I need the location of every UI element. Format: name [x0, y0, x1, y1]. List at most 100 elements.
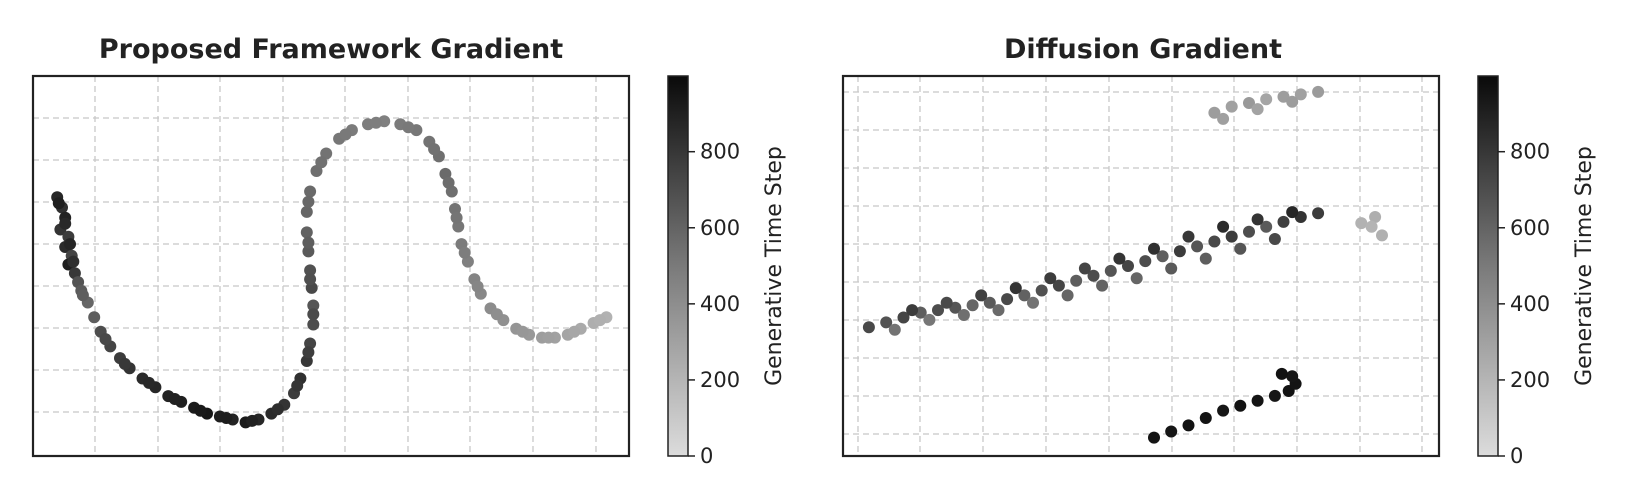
scatter-point	[428, 143, 441, 156]
scatter-point	[220, 412, 233, 424]
scatter-point	[1052, 279, 1065, 292]
scatter-point	[1355, 217, 1368, 230]
scatter-point	[594, 314, 606, 327]
scatter-point	[1078, 262, 1091, 275]
scatter-point	[304, 273, 317, 286]
scatter-point	[880, 316, 893, 329]
scatter-point	[64, 238, 76, 251]
scatter-point	[1113, 252, 1126, 265]
scatter-point	[402, 121, 415, 134]
scatter-point	[1243, 97, 1255, 109]
scatter-point	[1225, 230, 1238, 243]
scatter-point	[1376, 229, 1388, 242]
colorbar-left: 0 200 400 600 800 Generative Time Step	[667, 75, 787, 468]
scatter-point	[302, 245, 315, 258]
colorbar-label-right: Generative Time Step	[1572, 146, 1597, 386]
scatter-point	[1087, 269, 1100, 282]
colorbar-ticks-left: 0 200 400 600 800	[688, 140, 740, 468]
colorbar-tick-label: 0	[1510, 444, 1523, 468]
scatter-point	[1173, 245, 1186, 258]
scatter-point	[168, 393, 181, 405]
scatter-point	[302, 195, 315, 208]
scatter-point	[1208, 106, 1221, 119]
scatter-point	[291, 379, 304, 392]
scatter-point	[1234, 399, 1247, 412]
scatter-point	[471, 280, 484, 293]
scatter-point	[1208, 235, 1221, 248]
colorbar-tick-label: 600	[700, 216, 740, 240]
scatter-point	[1199, 252, 1212, 265]
scatter-point	[1268, 389, 1281, 402]
scatter-point	[966, 299, 979, 312]
scatter-point	[1156, 250, 1169, 263]
scatter-point	[1251, 213, 1264, 226]
colorbar-gradient-left	[667, 75, 689, 457]
scatter-point	[1268, 233, 1281, 245]
scatter-point	[1277, 215, 1290, 228]
scatter-point	[1217, 220, 1230, 233]
scatter-point	[1070, 274, 1083, 287]
scatter-point	[1009, 282, 1022, 295]
scatter-point	[1312, 85, 1325, 98]
scatter-point	[1217, 404, 1230, 417]
scatter-points-left	[51, 115, 613, 429]
scatter-point	[1165, 262, 1178, 275]
scatter-point	[76, 289, 89, 302]
scatter-point	[1286, 95, 1299, 108]
scatter-point	[1182, 230, 1195, 243]
scatter-point	[862, 321, 875, 334]
scatter-point	[450, 211, 463, 224]
scatter-point	[1369, 211, 1382, 223]
colorbar-tick-label: 600	[1510, 216, 1550, 240]
scatter-point	[932, 304, 944, 317]
scatter-point	[1260, 93, 1273, 106]
scatter-point	[1277, 90, 1290, 103]
scatter-point	[1251, 394, 1264, 407]
scatter-point	[1275, 367, 1288, 380]
colorbar-tick-label: 400	[700, 292, 740, 316]
colorbar-tick-label: 800	[700, 140, 740, 164]
scatter-point	[1001, 293, 1014, 306]
scatter-point	[1260, 220, 1273, 233]
scatter-point	[1096, 279, 1109, 292]
scatter-point	[1217, 112, 1230, 125]
scatter-point	[143, 376, 155, 389]
scatter-point	[1027, 296, 1039, 309]
scatter-point	[1104, 264, 1117, 277]
scatter-point	[1122, 260, 1134, 272]
colorbar-right: 0 200 400 600 800 Generative Time Step	[1477, 75, 1597, 468]
scatter-point	[370, 116, 383, 129]
plot-frame-right	[841, 74, 1441, 458]
scatter-point	[888, 323, 901, 336]
scatter-point	[1251, 103, 1264, 116]
panel-right: Diffusion Gradient	[841, 34, 1441, 458]
scatter-point	[315, 156, 328, 169]
chart-title-right: Diffusion Gradient	[1004, 34, 1282, 65]
scatter-point	[194, 404, 207, 417]
colorbar-tick-label: 200	[700, 368, 740, 392]
scatter-point	[300, 205, 313, 218]
scatter-point	[516, 325, 529, 338]
scatter-point	[310, 165, 323, 177]
scatter-point	[983, 296, 996, 309]
scatter-point	[542, 331, 555, 344]
panel-left: Proposed Framework Gradient	[31, 34, 631, 458]
colorbar-tick-label: 400	[1510, 292, 1550, 316]
scatter-point	[302, 236, 315, 249]
scatter-point	[442, 176, 455, 189]
scatter-point	[307, 318, 320, 331]
scatter-point	[300, 226, 313, 239]
scatter-points-right	[862, 85, 1388, 444]
scatter-point	[1199, 412, 1212, 424]
scatter-point	[458, 246, 471, 259]
chart-title-left: Proposed Framework Gradient	[99, 34, 563, 65]
colorbar-gradient-right	[1477, 75, 1499, 457]
scatter-point	[1018, 289, 1031, 302]
scatter-point	[302, 346, 315, 359]
scatter-point	[568, 325, 581, 338]
colorbar-tick-label: 0	[700, 444, 713, 468]
scatter-point	[52, 197, 65, 210]
scatter-point	[1148, 242, 1160, 255]
scatter-point	[99, 333, 112, 346]
scatter-point	[271, 403, 284, 416]
